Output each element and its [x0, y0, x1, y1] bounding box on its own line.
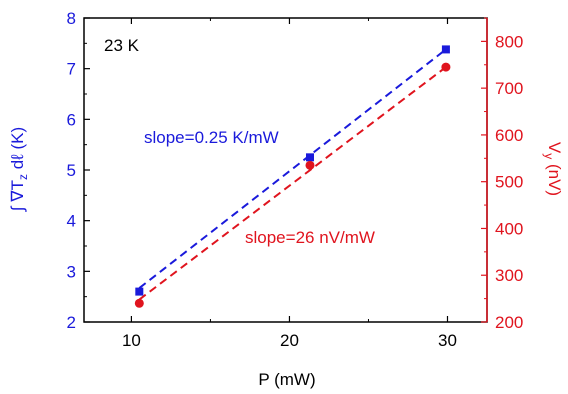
right-y-axis-label: Vy (nV) [542, 142, 564, 196]
data-point-square [441, 45, 450, 54]
fit-line-right-series [138, 66, 447, 301]
data-points [134, 45, 451, 308]
left-y-label-subscript: z [16, 174, 30, 180]
right-tick-label: 700 [495, 79, 523, 98]
data-point-circle [441, 62, 451, 72]
right-y-label-suffix: (nV) [545, 159, 564, 196]
x-tick-label: 30 [438, 331, 457, 350]
slope-label-right-series: slope=26 nV/mW [245, 228, 375, 247]
right-y-label-subscript: y [542, 153, 556, 159]
left-tick-label: 5 [67, 161, 76, 180]
data-point-circle [134, 298, 144, 308]
right-tick-label: 200 [495, 313, 523, 332]
fit-line-left-series [138, 48, 447, 289]
data-point-square [305, 153, 314, 162]
left-tick-label: 6 [67, 110, 76, 129]
x-axis: 10 20 30 [122, 18, 457, 350]
right-tick-label: 600 [495, 126, 523, 145]
data-point-square [135, 287, 144, 296]
left-y-label-prefix: ∫ ∇T [8, 180, 27, 212]
left-tick-label: 7 [67, 60, 76, 79]
left-tick-label: 3 [67, 262, 76, 281]
left-y-axis-label: ∫ ∇Tz dℓ (K) [8, 127, 30, 212]
left-y-label-suffix: dℓ (K) [8, 127, 27, 174]
right-tick-label: 800 [495, 32, 523, 51]
x-tick-label: 10 [122, 331, 141, 350]
slope-label-left-series: slope=0.25 K/mW [144, 128, 279, 147]
temperature-annotation: 23 K [104, 36, 140, 55]
x-tick-label: 20 [280, 331, 299, 350]
left-tick-label: 8 [67, 9, 76, 28]
left-tick-label: 2 [67, 313, 76, 332]
right-tick-label: 300 [495, 266, 523, 285]
fit-lines [138, 48, 447, 301]
data-point-circle [305, 160, 315, 170]
right-tick-label: 500 [495, 173, 523, 192]
left-y-axis: 2 3 4 5 6 7 8 [67, 9, 90, 332]
x-axis-label: P (mW) [258, 370, 315, 389]
right-y-axis: 200 300 400 500 600 700 800 [481, 17, 523, 332]
left-tick-label: 4 [67, 212, 76, 231]
right-tick-label: 400 [495, 219, 523, 238]
right-y-label-prefix: V [545, 142, 564, 154]
